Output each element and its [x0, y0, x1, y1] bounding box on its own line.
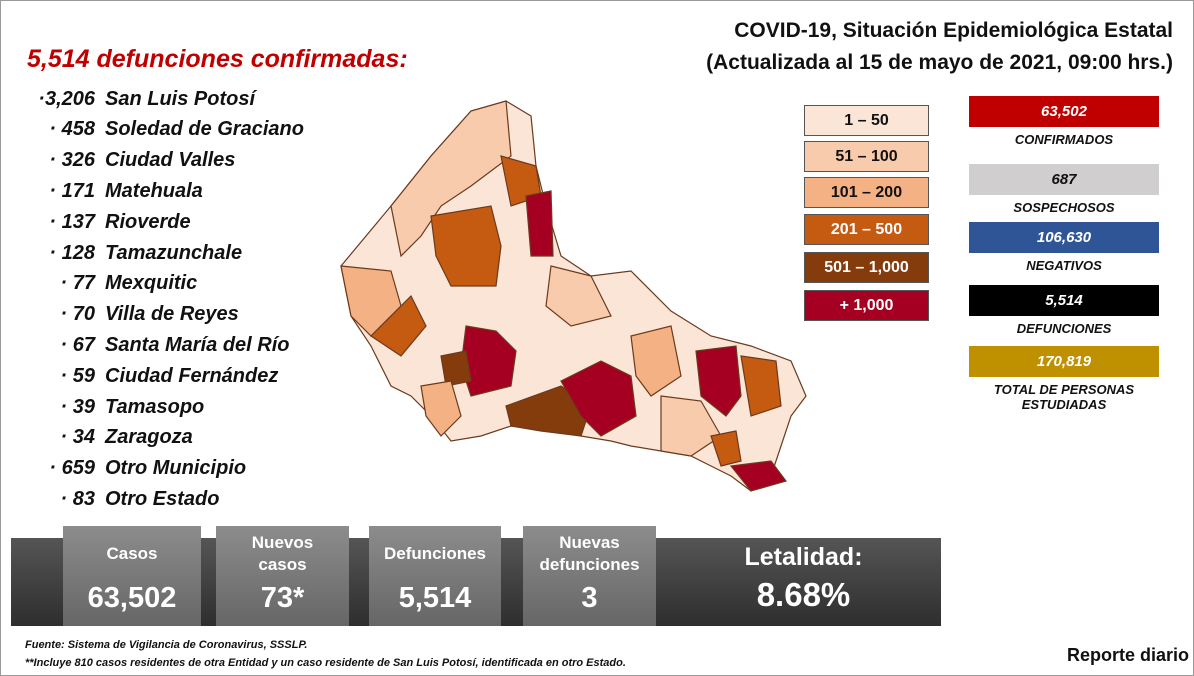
death-row: · 659 Otro Municipio: [31, 454, 246, 484]
municipality: Zaragoza: [105, 426, 193, 449]
stat-label: CONFIRMADOS: [1014, 132, 1114, 147]
title: COVID-19, Situación Epidemiológica Estat…: [734, 19, 1173, 42]
legend-item: 51 – 100: [804, 141, 929, 172]
summary-value: 63,502: [87, 582, 177, 614]
death-count: · 67: [60, 333, 95, 356]
municipality: Tamasopo: [105, 395, 205, 418]
death-row: · 326 Ciudad Valles: [31, 146, 235, 176]
stat-value: 687: [969, 164, 1159, 195]
municipality: Mexquitic: [105, 272, 198, 295]
death-row: · 59 Ciudad Fernández: [31, 361, 279, 391]
stat-label: DEFUNCIONES: [1016, 321, 1112, 336]
death-row: ·3,206 San Luis Potosí: [31, 84, 255, 114]
legend-item: 101 – 200: [804, 177, 929, 208]
municipality: San Luis Potosí: [105, 87, 256, 110]
stat-label: SOSPECHOSOS: [1013, 200, 1115, 215]
stat-value: 170,819: [969, 346, 1159, 377]
death-count: · 34: [60, 426, 95, 449]
municipality: Santa María del Río: [105, 333, 290, 356]
subtitle: (Actualizada al 15 de mayo de 2021, 09:0…: [706, 51, 1173, 74]
stat-label: NEGATIVOS: [1026, 258, 1102, 273]
death-row: · 458 Soledad de Graciano: [31, 115, 304, 145]
summary-box: Nuevos casos 73*: [216, 526, 349, 626]
death-row: · 39 Tamasopo: [31, 392, 205, 422]
municipality: Ciudad Valles: [105, 149, 236, 172]
summary-value: 3: [581, 582, 598, 614]
death-count: · 659: [49, 457, 95, 480]
footnote: **Incluye 810 casos residentes de otra E…: [25, 657, 626, 669]
legend-item: 201 – 500: [804, 214, 929, 245]
summary-label: Nuevos casos: [251, 533, 314, 574]
summary-value: 5,514: [398, 582, 472, 614]
death-count: · 171: [49, 179, 95, 202]
death-count: · 70: [60, 303, 95, 326]
death-count: · 83: [60, 487, 95, 510]
deaths-heading: 5,514 defunciones confirmadas:: [27, 45, 408, 73]
stat-value: 106,630: [969, 222, 1159, 253]
stat-value: 5,514: [969, 285, 1159, 316]
death-row: · 34 Zaragoza: [31, 423, 193, 453]
death-row: · 171 Matehuala: [31, 176, 203, 206]
death-count: · 458: [49, 118, 95, 141]
legend-item: 501 – 1,000: [804, 252, 929, 283]
stat-label: TOTAL DE PERSONAS ESTUDIADAS: [993, 382, 1135, 412]
death-row: · 128 Tamazunchale: [31, 238, 242, 268]
municipality: Otro Municipio: [105, 457, 247, 480]
summary-label: Nuevas defunciones: [539, 533, 640, 574]
summary-label: Letalidad:: [744, 543, 863, 571]
summary-value: 73*: [260, 582, 305, 614]
summary-box: Casos 63,502: [63, 526, 201, 626]
death-count: · 39: [60, 395, 95, 418]
municipality: Tamazunchale: [105, 241, 243, 264]
death-count: · 77: [60, 272, 95, 295]
municipality: Soledad de Graciano: [105, 118, 304, 141]
legend-item: 1 – 50: [804, 105, 929, 136]
legend-item: + 1,000: [804, 290, 929, 321]
death-count: · 137: [49, 210, 95, 233]
municipality: Otro Estado: [105, 487, 220, 510]
summary-box: Letalidad: 8.68%: [666, 538, 941, 626]
municipality: Rioverde: [105, 210, 191, 233]
death-row: · 77 Mexquitic: [31, 269, 198, 299]
death-row: · 70 Villa de Reyes: [31, 300, 239, 330]
state-map: [340, 100, 807, 492]
death-row: · 83 Otro Estado: [31, 484, 220, 514]
report-label: Reporte diario: [1066, 645, 1189, 665]
summary-label: Defunciones: [383, 544, 487, 563]
death-count: ·3,206: [38, 87, 95, 110]
death-count: · 59: [60, 364, 95, 387]
death-row: · 137 Rioverde: [31, 207, 191, 237]
stat-value: 63,502: [969, 96, 1159, 127]
summary-label: Casos: [106, 544, 158, 563]
municipality: Villa de Reyes: [105, 303, 239, 326]
death-count: · 128: [49, 241, 95, 264]
death-count: · 326: [49, 149, 95, 172]
municipality: Matehuala: [105, 179, 203, 202]
municipality: Ciudad Fernández: [105, 364, 279, 387]
summary-box: Nuevas defunciones 3: [523, 526, 656, 626]
source-note: Fuente: Sistema de Vigilancia de Coronav…: [25, 639, 308, 651]
summary-value: 8.68%: [756, 576, 851, 613]
summary-box: Defunciones 5,514: [369, 526, 501, 626]
death-row: · 67 Santa María del Río: [31, 330, 290, 360]
